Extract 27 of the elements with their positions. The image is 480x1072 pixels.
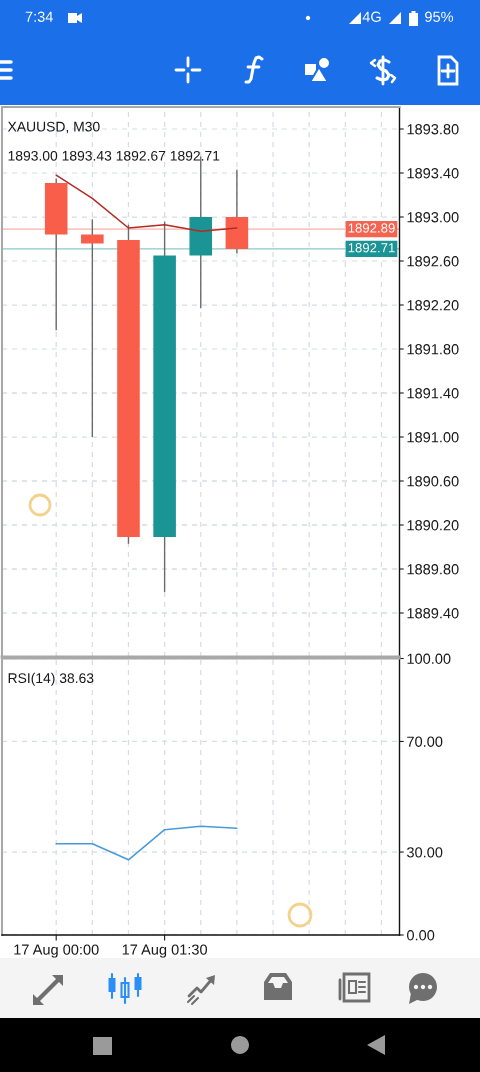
y-tick-label: 1893.00 — [407, 212, 459, 223]
y-tick-label: 1893.80 — [407, 124, 459, 135]
y-tick-label: 1891.40 — [407, 388, 459, 399]
y-tick-label: 1890.60 — [407, 476, 459, 487]
text: 95% — [425, 11, 454, 22]
ref-line-label: 1892.71 — [348, 243, 395, 253]
y-tick-label: 100.00 — [407, 653, 451, 664]
text: XAUUSD, M30 — [7, 121, 100, 134]
line-series — [55, 825, 238, 861]
text: 4G — [362, 11, 381, 22]
y-tick-label: 1889.40 — [407, 608, 459, 619]
y-tick-label: 1893.40 — [407, 168, 459, 179]
y-tick-label: 1891.00 — [407, 432, 459, 443]
x-tick-label: 17 Aug 01:30 — [122, 944, 208, 958]
y-tick-label: 1889.80 — [407, 564, 459, 575]
y-tick-label: 0.00 — [407, 930, 435, 941]
y-tick-label: 30.00 — [407, 847, 443, 858]
x-tick-label: 17 Aug 00:00 — [14, 944, 99, 958]
y-tick-label: 1892.20 — [407, 300, 459, 311]
y-tick-label: 1890.20 — [407, 520, 459, 531]
text: 1893.00 1893.43 1892.67 1892.71 — [8, 150, 220, 161]
y-tick-label: 1891.80 — [407, 344, 459, 355]
text: 7:34 — [25, 11, 53, 22]
ref-line-label: 1892.89 — [348, 223, 395, 233]
y-tick-label: 1892.60 — [407, 256, 459, 267]
y-tick-label: 70.00 — [407, 736, 443, 747]
text: RSI(14) 38.63 — [8, 672, 94, 686]
